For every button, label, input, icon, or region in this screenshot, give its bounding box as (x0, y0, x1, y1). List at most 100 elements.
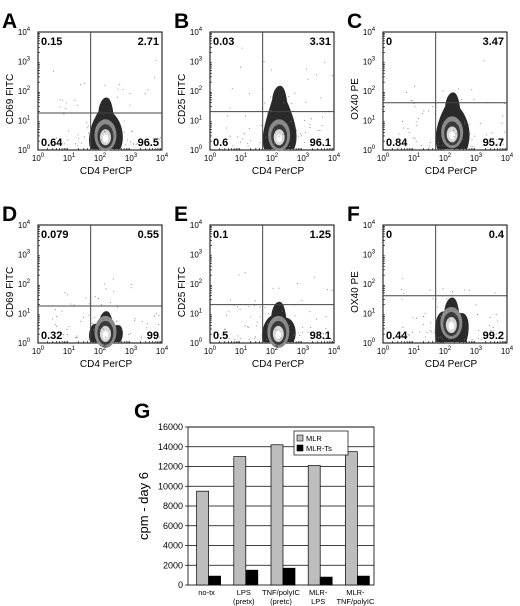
event-dot (86, 122, 88, 124)
event-dot (313, 276, 315, 278)
event-dot (270, 110, 272, 112)
event-dot (397, 332, 399, 334)
event-dot (156, 313, 157, 315)
event-dot (76, 335, 78, 337)
event-dot (402, 278, 404, 279)
event-dot (479, 123, 481, 125)
y-tick-label: 2000 (163, 560, 183, 570)
event-dot (307, 331, 309, 333)
event-dot (231, 88, 233, 90)
x-tick-label: 104 (328, 346, 341, 356)
event-dot (93, 317, 95, 319)
event-dot (269, 126, 271, 128)
event-dot (304, 119, 305, 121)
event-dot (113, 333, 115, 335)
event-dot (105, 288, 107, 290)
event-dot (101, 304, 103, 306)
event-dot (490, 333, 491, 335)
event-dot (304, 132, 306, 134)
event-dot (102, 319, 104, 321)
event-dot (112, 278, 114, 280)
y-tick-label: 104 (18, 220, 31, 230)
event-dot (266, 323, 268, 325)
event-dot (228, 338, 230, 339)
event-dot (248, 306, 250, 308)
event-dot (112, 133, 114, 135)
facs-panel-d: D 0.079 0.55 0.32 99 100 101 102 103 104 100 101 102… (2, 203, 169, 370)
event-dot (429, 145, 431, 147)
y-axis-label: CD25 FITC (177, 267, 188, 318)
event-dot (116, 96, 118, 98)
event-dot (432, 298, 434, 299)
y-tick-label: 14000 (158, 442, 183, 452)
event-dot (422, 316, 424, 317)
event-dot (502, 115, 504, 117)
y-tick-label: 101 (363, 309, 376, 319)
x-tick-label: 102 (94, 153, 107, 163)
event-dot (494, 292, 496, 294)
event-dot (243, 133, 245, 135)
event-dot (288, 324, 290, 326)
event-dot (103, 325, 105, 327)
event-dot (59, 140, 61, 142)
event-dot (496, 139, 498, 141)
event-dot (475, 304, 477, 306)
event-dot (489, 317, 491, 318)
event-dot (147, 89, 149, 91)
bar-mlr-ts (319, 576, 333, 586)
event-dot (442, 144, 444, 146)
panel-letter: B (174, 10, 189, 33)
event-dot (324, 334, 326, 336)
population-contour-core (102, 134, 109, 143)
bar-mlr (270, 444, 284, 586)
event-dot (124, 143, 126, 145)
y-axis-label: OX40 PE (350, 78, 361, 120)
event-dot (402, 143, 404, 145)
event-dot (237, 136, 239, 138)
event-dot (294, 92, 296, 94)
event-dot (247, 145, 249, 147)
event-dot (471, 338, 473, 340)
event-dot (256, 321, 258, 323)
x-tick-label: 102 (439, 153, 452, 163)
event-dot (109, 302, 111, 304)
event-dot (402, 327, 404, 328)
event-dot (403, 292, 405, 294)
event-dot (99, 317, 101, 319)
event-dot (67, 294, 69, 296)
event-dot (416, 124, 418, 126)
event-dot (117, 306, 118, 308)
event-dot (88, 314, 90, 316)
event-dot (477, 313, 478, 315)
event-dot (156, 139, 158, 140)
event-dot (105, 337, 107, 338)
y-tick-label: 102 (190, 279, 203, 289)
event-dot (244, 272, 246, 274)
event-dot (322, 116, 324, 118)
y-tick-label: 100 (190, 145, 203, 155)
event-dot (301, 331, 303, 333)
quadrant-lower-right-value: 99.2 (483, 330, 504, 342)
event-dot (442, 319, 444, 321)
event-dot (83, 82, 85, 84)
bar-mlr (345, 451, 358, 586)
y-tick-label: 103 (363, 250, 376, 260)
event-dot (464, 289, 466, 291)
event-dot (320, 333, 322, 335)
facs-panel-e: E 0.1 1.25 0.5 98.1 100 101 102 103 104 100 101 102 1… (174, 203, 341, 370)
quadrant-lower-left-value: 0.84 (386, 137, 408, 149)
event-dot (287, 126, 289, 128)
event-dot (283, 102, 285, 104)
event-dot (437, 142, 439, 144)
event-dot (227, 115, 229, 117)
event-dot (95, 117, 97, 119)
event-dot (488, 325, 490, 327)
event-dot (278, 136, 280, 138)
event-dot (478, 338, 479, 340)
event-dot (56, 325, 58, 327)
event-dot (429, 330, 431, 331)
y-tick-label: 16000 (158, 422, 183, 432)
y-axis-label: CD25 FITC (177, 74, 188, 125)
event-dot (89, 303, 90, 305)
